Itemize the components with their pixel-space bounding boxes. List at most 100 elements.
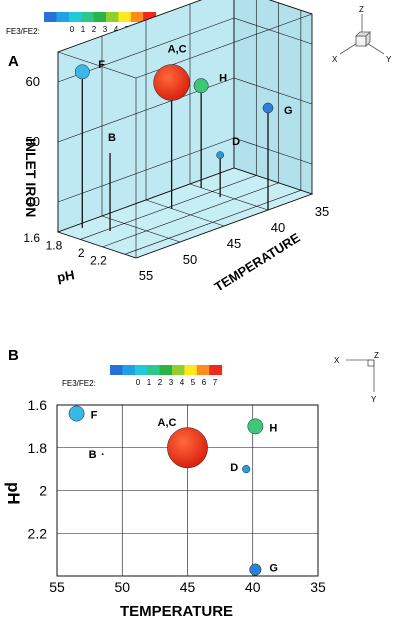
- point-label: G: [269, 563, 278, 575]
- panel-a-label: A: [8, 53, 19, 70]
- colorbar-swatch: [44, 12, 57, 22]
- colorbar-swatch: [184, 365, 198, 375]
- ph-tick-3d: 1.6: [23, 231, 40, 245]
- colorbar-swatch: [147, 365, 161, 375]
- z-tick: 60: [26, 74, 40, 89]
- temperature-axis-title-3d: TEMPERATURE: [212, 230, 303, 295]
- temperature-tick-3d: 50: [183, 252, 197, 267]
- z-axis-title: INLET IRON: [23, 138, 39, 217]
- point-label: D: [232, 136, 240, 148]
- colorbar-tick: 2: [92, 25, 97, 34]
- colorbar-tick: 3: [103, 25, 108, 34]
- data-point: [68, 405, 85, 422]
- point-label: D: [230, 462, 238, 474]
- axis-triad-2d: [346, 359, 375, 392]
- colorbar-swatch: [196, 365, 210, 375]
- colorbar-bottom-label: FE3/FE2:: [62, 379, 96, 388]
- temperature-tick-3d: 40: [271, 220, 285, 235]
- x-tick-2d: 55: [49, 579, 65, 595]
- grid-line: [233, 17, 313, 45]
- data-point: [153, 64, 190, 101]
- colorbar-tick: 4: [180, 378, 185, 387]
- colorbar-tick: 2: [158, 378, 163, 387]
- grid-line: [233, 137, 313, 165]
- y-tick-2d: 1.6: [28, 397, 48, 413]
- colorbar-tick: 1: [147, 378, 152, 387]
- colorbar-tick: 4: [114, 25, 119, 34]
- temperature-tick-3d: 45: [227, 236, 241, 251]
- point-label: G: [284, 105, 293, 117]
- point-label: F: [91, 410, 98, 422]
- y-axis-title-2d: pH: [4, 482, 23, 505]
- colorbar-swatch: [130, 12, 144, 22]
- y-tick-2d: 1.8: [28, 440, 48, 456]
- triad-x-label: X: [332, 55, 338, 64]
- grid-line: [145, 199, 225, 227]
- colorbar-tick: 7: [213, 378, 218, 387]
- z-tick: 40: [26, 194, 40, 209]
- data-point: [262, 102, 274, 114]
- colorbar-swatch: [134, 365, 148, 375]
- data-point: [167, 427, 208, 469]
- colorbar-swatch: [110, 365, 123, 375]
- grid-line: [102, 182, 279, 248]
- side-wall: [233, 0, 313, 195]
- points-2d: F B A,C H D G: [68, 405, 278, 576]
- data-point: [101, 453, 104, 456]
- data-point: [193, 78, 209, 94]
- colorbar-swatch: [93, 12, 107, 22]
- data-point: [249, 563, 262, 576]
- x-tick-2d: 45: [180, 579, 196, 595]
- y-tick-2d: 2: [39, 483, 47, 499]
- z-tick: 50: [26, 134, 40, 149]
- y-tick-2d: 2.2: [28, 525, 48, 541]
- colorbar-swatch: [159, 365, 173, 375]
- data-point: [216, 151, 224, 159]
- box-edge: [57, 51, 137, 79]
- triad2-x-label: X: [334, 356, 340, 365]
- colorbar-swatch: [209, 365, 223, 375]
- colorbar-swatch: [143, 12, 157, 22]
- point-label: H: [269, 422, 277, 434]
- ph-axis-title-3d: pH: [56, 267, 76, 285]
- point-label: A,C: [168, 44, 187, 56]
- axis-triad-3d: [339, 14, 385, 55]
- triad2-y-label: Y: [371, 395, 377, 404]
- point-label: B: [108, 132, 116, 144]
- triad-z-label: Z: [359, 5, 364, 14]
- ph-tick-3d: 2.2: [90, 253, 107, 267]
- ph-tick-3d: 2: [78, 246, 85, 260]
- grid-line: [233, 77, 313, 105]
- x-tick-2d: 50: [114, 579, 130, 595]
- data-point: [74, 64, 90, 80]
- grid-line: [124, 190, 301, 255]
- point-label: A,C: [158, 417, 177, 429]
- box-edge: [269, 0, 313, 15]
- colorbar-swatch: [118, 12, 132, 22]
- point-label: B: [89, 449, 97, 461]
- colorbar-swatch: [81, 12, 95, 22]
- point-label: H: [219, 73, 227, 85]
- colorbar-tick: 0: [70, 25, 75, 34]
- colorbar-top-label: FE3/FE2:: [6, 27, 40, 36]
- colorbar-tick: 3: [169, 378, 174, 387]
- plot-box-3d: [56, 0, 314, 259]
- x-axis-title-2d: TEMPERATURE: [120, 603, 233, 620]
- triad2-z-label: Z: [374, 351, 379, 360]
- grid-line: [189, 183, 269, 211]
- colorbar-tick: 1: [81, 25, 86, 34]
- ph-tick-3d: 1.8: [46, 238, 63, 252]
- colorbar-swatch: [122, 365, 136, 375]
- grid-line: [101, 215, 181, 243]
- colorbar-swatch: [68, 12, 82, 22]
- data-point: [242, 465, 251, 474]
- colorbar-swatch: [106, 12, 119, 22]
- x-tick-2d: 35: [310, 579, 326, 595]
- colorbar-swatch: [172, 365, 185, 375]
- ticks-3d: 40 50 60 35 40 45 50 55 1.6 1.8 2 2.2: [23, 74, 329, 283]
- data-point: [247, 418, 264, 435]
